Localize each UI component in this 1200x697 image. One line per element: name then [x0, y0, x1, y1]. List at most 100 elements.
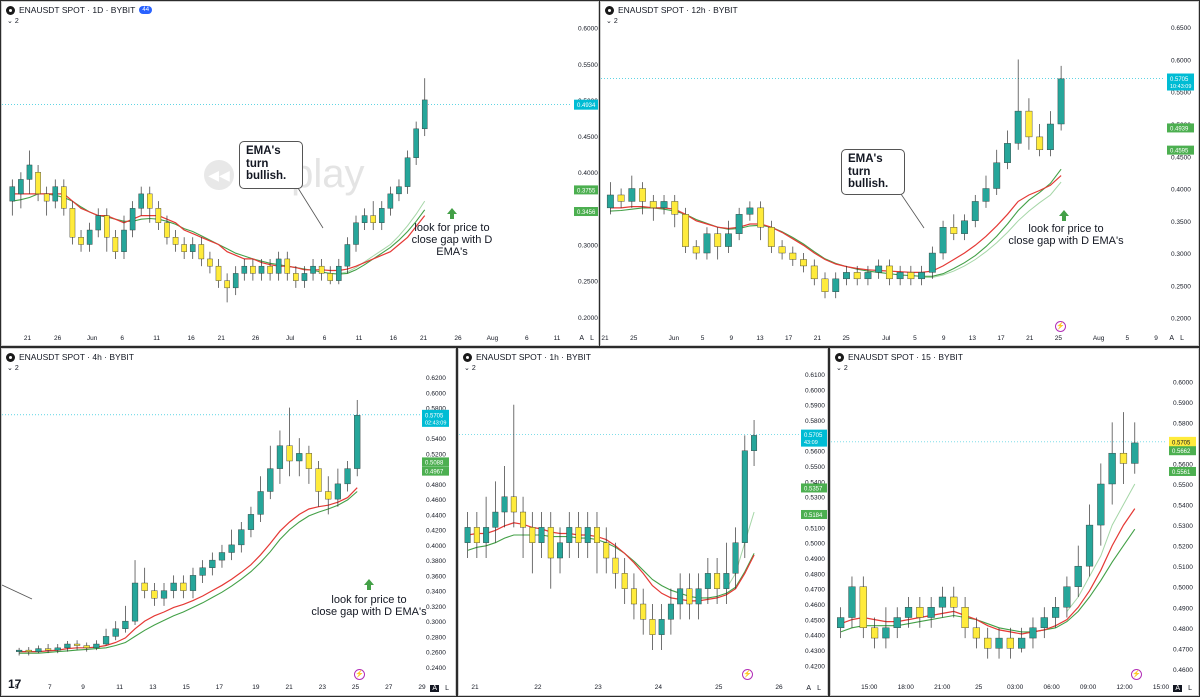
chart-panel-1h[interactable]: ENAUSDT SPOT · 1h · BYBIT ⌄ 2 ⚡ A L 0.61… — [458, 348, 828, 696]
candle-body — [1029, 627, 1037, 639]
chart-panel-1d[interactable]: ENAUSDT SPOT · 1D · BYBIT 44 ⌄ 2 ◀◀ Repl… — [1, 1, 599, 346]
candle — [557, 527, 563, 574]
candle-body — [538, 527, 545, 543]
rewind-icon: ◀◀ — [204, 159, 234, 190]
panel-title[interactable]: ENAUSDT SPOT · 12h · BYBIT — [618, 5, 738, 15]
candle-body — [686, 588, 693, 605]
log-scale-toggle[interactable]: L — [445, 685, 449, 692]
chart-canvas[interactable]: 0.65000.60000.55000.50000.45000.40000.35… — [601, 2, 1199, 346]
log-scale-toggle[interactable]: L — [1180, 335, 1184, 342]
y-tick-label: 0.2000 — [578, 315, 598, 322]
auto-scale-toggle[interactable]: A — [579, 335, 585, 342]
candle-body — [492, 511, 499, 528]
chart-panel-12h[interactable]: ENAUSDT SPOT · 12h · BYBIT ⌄ 2 EMA's tur… — [600, 1, 1199, 346]
lightning-icon[interactable]: ⚡ — [1055, 321, 1066, 332]
lightning-icon[interactable]: ⚡ — [1131, 669, 1142, 680]
x-tick-label: 17 — [785, 335, 793, 342]
chart-canvas[interactable]: 0.60000.55000.50000.45000.40000.35000.30… — [2, 2, 599, 346]
candle — [1052, 596, 1060, 628]
candle-body — [557, 542, 563, 559]
candle-body — [939, 227, 947, 254]
chart-canvas[interactable]: 0.62000.60000.58000.56000.54000.52000.50… — [2, 349, 456, 696]
candle-body — [267, 468, 274, 492]
chart-canvas[interactable]: 0.61000.60000.59000.58000.57000.56000.55… — [459, 349, 828, 696]
candle — [344, 460, 351, 492]
y-tick-label: 0.4500 — [1171, 154, 1191, 161]
candle-body — [789, 252, 797, 260]
candle-body — [1131, 442, 1139, 464]
chart-panel-4h[interactable]: ENAUSDT SPOT · 4h · BYBIT ⌄ 2 look for p… — [1, 348, 456, 696]
indicator-toggle[interactable]: ⌄ 2 — [836, 365, 848, 372]
candle — [757, 201, 765, 241]
chart-canvas[interactable]: 0.60000.59000.58000.57000.56000.55000.54… — [831, 349, 1199, 696]
auto-scale-toggle[interactable]: A — [430, 685, 440, 692]
indicator-toggle[interactable]: ⌄ 2 — [7, 18, 19, 25]
panel-title[interactable]: ENAUSDT SPOT · 15 · BYBIT — [848, 352, 963, 362]
candle-body — [1097, 483, 1105, 526]
candle-body — [305, 453, 313, 469]
candle — [671, 194, 679, 228]
candle-body — [73, 643, 81, 646]
panel-title[interactable]: ENAUSDT SPOT · 1h · BYBIT — [476, 352, 591, 362]
candle — [1018, 627, 1026, 653]
indicator-toggle[interactable]: ⌄ 2 — [7, 365, 19, 372]
log-scale-toggle[interactable]: L — [1188, 685, 1192, 692]
candle — [35, 645, 42, 654]
indicator-toggle[interactable]: ⌄ 2 — [464, 365, 476, 372]
x-tick-label: 03:00 — [1007, 684, 1024, 691]
x-tick-label: 15:00 — [1153, 684, 1170, 691]
candle — [821, 272, 829, 299]
candle — [318, 258, 325, 281]
candle — [267, 445, 274, 500]
candle — [612, 542, 619, 589]
panel-footer: A L — [1169, 335, 1184, 342]
panel-header: ENAUSDT SPOT · 15 · BYBIT — [835, 352, 963, 362]
indicator-toggle[interactable]: ⌄ 2 — [606, 18, 618, 25]
log-scale-toggle[interactable]: L — [590, 335, 594, 342]
candle-body — [950, 596, 958, 608]
auto-scale-toggle[interactable]: A — [806, 685, 812, 692]
current-price-text: 0.5705 — [425, 413, 444, 419]
candle-body — [630, 588, 637, 605]
candle — [649, 604, 656, 651]
lightning-icon[interactable]: ⚡ — [354, 669, 365, 680]
auto-scale-toggle[interactable]: A — [1173, 685, 1183, 692]
y-tick-label: 0.5000 — [805, 541, 825, 548]
candle — [18, 172, 24, 209]
panel-title[interactable]: ENAUSDT SPOT · 4h · BYBIT — [19, 352, 134, 362]
log-scale-toggle[interactable]: L — [817, 685, 821, 692]
candle-body — [189, 575, 197, 591]
candle-body — [893, 617, 901, 629]
x-tick-label: 26 — [252, 335, 260, 342]
up-arrow-icon — [364, 579, 374, 590]
candle-body — [258, 265, 265, 274]
candle — [404, 150, 411, 194]
candle — [658, 604, 665, 651]
ema-light-line — [1066, 483, 1136, 612]
y-tick-label: 0.4200 — [426, 528, 446, 535]
candle — [885, 259, 893, 286]
candle-body — [1014, 110, 1022, 144]
candle — [972, 617, 981, 649]
candle — [95, 208, 102, 238]
panel-title[interactable]: ENAUSDT SPOT · 1D · BYBIT — [19, 5, 136, 15]
x-tick-label: 16 — [390, 335, 398, 342]
chart-panel-15m[interactable]: ENAUSDT SPOT · 15 · BYBIT ⌄ 2 ⚡ A L 0.60… — [830, 348, 1199, 696]
candle — [16, 647, 23, 656]
candle-body — [9, 186, 16, 202]
candle — [241, 258, 248, 281]
y-tick-label: 0.6000 — [578, 26, 598, 33]
auto-scale-toggle[interactable]: A — [1169, 335, 1175, 342]
candle — [746, 201, 754, 221]
candle-body — [160, 590, 168, 599]
candle — [961, 596, 969, 639]
y-tick-label: 0.4600 — [805, 602, 825, 609]
candle-body — [741, 450, 748, 543]
y-tick-label: 0.6000 — [1173, 379, 1193, 386]
candle — [284, 251, 291, 281]
ema-value-text: 0.5088 — [425, 460, 444, 466]
lightning-icon[interactable]: ⚡ — [742, 669, 753, 680]
y-tick-label: 0.6000 — [1171, 57, 1191, 64]
candle — [102, 628, 110, 646]
candle-body — [529, 527, 536, 543]
